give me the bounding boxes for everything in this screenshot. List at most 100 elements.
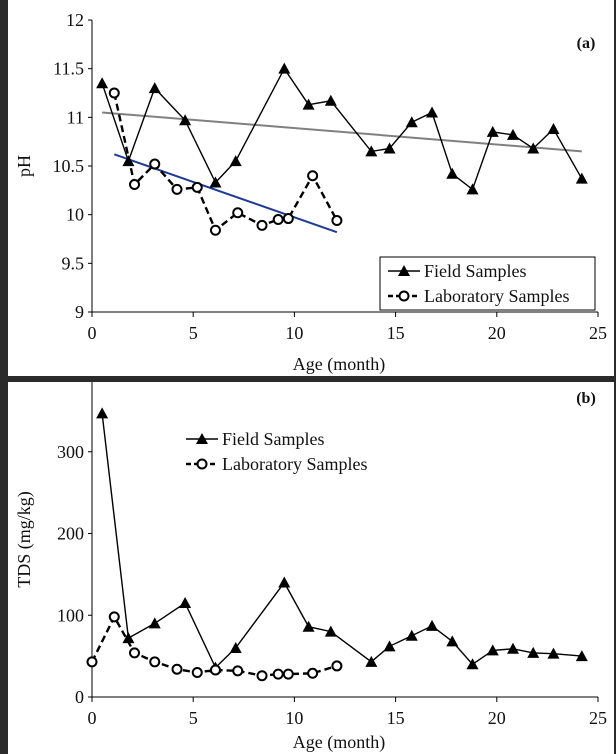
data-point-circle (108, 87, 120, 99)
data-point-circle (149, 656, 161, 668)
data-point-triangle (209, 176, 222, 188)
trendline (102, 111, 582, 153)
y-tick-label: 100 (57, 605, 84, 625)
y-tick-label: 200 (57, 524, 84, 544)
panel-label: (a) (577, 35, 596, 52)
data-point-circle (171, 183, 183, 195)
legend-marker-triangle (196, 433, 208, 444)
ph-chart: 9 9.5 10 10.5 11 11.5 12 0 5 10 15 20 25 Age (month) p… (14, 10, 607, 375)
data-point-triangle (302, 98, 315, 110)
data-point-triangle (506, 642, 519, 654)
data-point-triangle (446, 167, 459, 179)
y-tick-label: 300 (57, 442, 84, 462)
x-tick-label: 5 (189, 708, 198, 728)
data-point-triangle (229, 641, 242, 653)
data-point-circle (232, 665, 244, 677)
data-point-triangle (466, 183, 479, 195)
y-tick-label: 10 (66, 205, 84, 225)
data-point-triangle (122, 632, 135, 644)
data-point-triangle (547, 123, 560, 135)
data-point-triangle (324, 625, 337, 637)
data-point-circle (129, 647, 141, 659)
y-tick-label: 11 (67, 107, 84, 127)
x-tick-label: 0 (88, 323, 97, 343)
data-point-triangle (426, 619, 439, 631)
legend-label: Field Samples (424, 261, 527, 281)
data-point-triangle (383, 142, 396, 154)
chart-panel-a: 9 9.5 10 10.5 11 11.5 12 0 5 10 15 20 25 Age (month) p… (8, 0, 614, 376)
data-point-triangle (324, 94, 337, 106)
data-point-circle (331, 660, 343, 672)
x-tick-label: 15 (387, 708, 405, 728)
data-point-circle (307, 170, 319, 182)
data-point-triangle (527, 646, 540, 658)
data-point-circle (191, 181, 203, 193)
x-tick-label: 25 (589, 323, 607, 343)
legend-marker-circle (398, 290, 410, 302)
data-point-triangle (575, 172, 588, 184)
legend-label: Laboratory Samples (424, 286, 569, 306)
data-point-circle (282, 213, 294, 225)
x-axis-label: Age (month) (293, 732, 385, 753)
x-tick-label: 0 (88, 708, 97, 728)
data-point-triangle (179, 596, 192, 608)
data-point-circle (171, 663, 183, 675)
legend-box (178, 425, 398, 477)
x-tick-label: 10 (285, 708, 303, 728)
data-point-triangle (405, 629, 418, 641)
data-point-triangle (506, 128, 519, 140)
y-tick-label: 10.5 (53, 156, 85, 176)
y-tick-label: 11.5 (53, 59, 84, 79)
data-point-triangle (179, 114, 192, 126)
legend-label: Field Samples (222, 429, 325, 449)
data-point-triangle (575, 650, 588, 662)
data-point-triangle (278, 576, 291, 588)
data-point-triangle (148, 82, 161, 94)
data-point-circle (272, 214, 284, 226)
x-tick-label: 20 (488, 323, 506, 343)
data-point-circle (272, 668, 284, 680)
y-tick-label: 9 (75, 302, 84, 322)
y-axis-label: TDS (mg/kg) (14, 491, 35, 588)
data-point-triangle (96, 407, 109, 419)
data-point-circle (129, 178, 141, 190)
y-tick-label: 0 (75, 687, 84, 707)
data-point-triangle (405, 116, 418, 128)
x-tick-label: 20 (488, 708, 506, 728)
data-point-triangle (278, 62, 291, 74)
legend-marker-circle (196, 458, 208, 470)
x-tick-label: 5 (189, 323, 198, 343)
data-point-triangle (486, 125, 499, 137)
data-point-circle (232, 207, 244, 219)
data-point-triangle (383, 640, 396, 652)
y-tick-label: 9.5 (62, 253, 85, 273)
tds-chart: 0 100 200 300 0 5 10 15 20 25 Age (month) TDS (mg/k… (14, 382, 607, 753)
data-point-circle (256, 219, 268, 231)
data-point-triangle (148, 617, 161, 629)
data-point-triangle (426, 106, 439, 118)
data-point-circle (307, 667, 319, 679)
data-point-triangle (446, 635, 459, 647)
data-point-triangle (365, 145, 378, 157)
x-axis-label: Age (month) (293, 354, 385, 375)
data-point-circle (282, 668, 294, 680)
x-tick-label: 25 (589, 708, 607, 728)
data-point-triangle (302, 620, 315, 632)
series-line (101, 67, 583, 191)
data-point-circle (256, 670, 268, 682)
data-point-circle (86, 656, 98, 668)
legend-marker-triangle (398, 265, 410, 276)
x-tick-label: 10 (285, 323, 303, 343)
data-point-circle (331, 215, 343, 227)
data-point-triangle (466, 658, 479, 670)
data-point-triangle (486, 644, 499, 656)
chart-panel-b: 0 100 200 300 0 5 10 15 20 25 Age (month) TDS (mg/k… (8, 382, 614, 754)
legend-box (379, 256, 596, 311)
series-line (113, 92, 338, 233)
y-tick-label: 12 (66, 10, 84, 30)
data-point-triangle (229, 155, 242, 167)
panel-label: (b) (576, 390, 596, 407)
y-axis-label: pH (14, 155, 34, 177)
data-point-circle (209, 224, 221, 236)
legend-label: Laboratory Samples (222, 454, 367, 474)
